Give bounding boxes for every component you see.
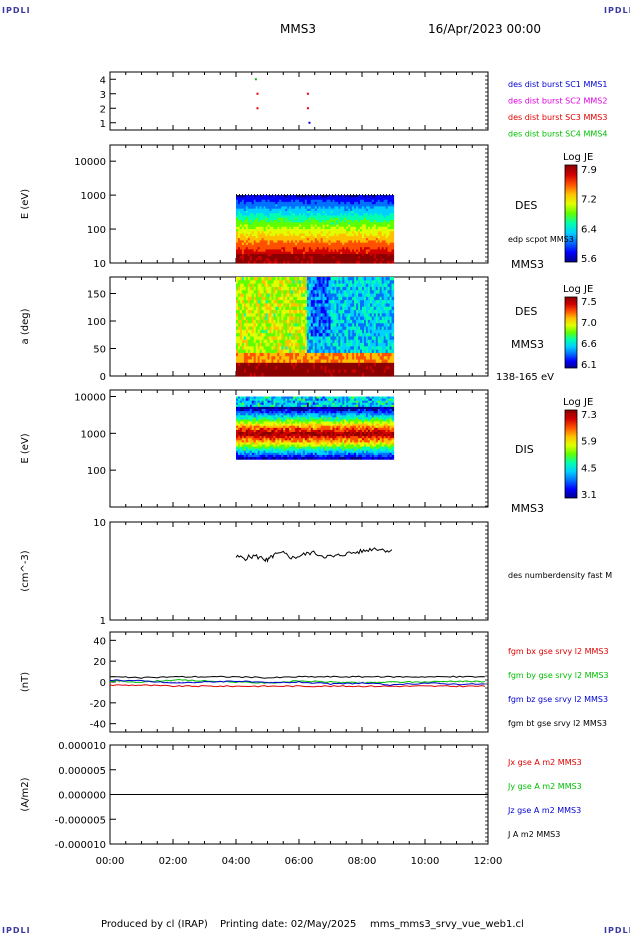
burst-point bbox=[256, 93, 258, 95]
panel-frame-1 bbox=[110, 72, 488, 130]
colorbar-title: Log JE bbox=[563, 152, 593, 163]
burst-tick-label: 4 bbox=[100, 75, 106, 86]
des-energy-tick-label: 10000 bbox=[74, 157, 106, 168]
des-energy-tick-label: 100 bbox=[87, 225, 106, 236]
multi-panel-plot: 4 3 2 1 des dist burst SC1 MMS1 des dist burs… bbox=[0, 0, 630, 900]
burst-point bbox=[307, 93, 309, 95]
burst-tick-label: 1 bbox=[100, 119, 106, 130]
burst-point bbox=[307, 107, 309, 109]
burst-tick-label: 3 bbox=[100, 90, 106, 101]
colorbar-tick-label: 7.9 bbox=[581, 165, 597, 176]
colorbar-tick-label: 6.4 bbox=[581, 224, 597, 235]
burst-point bbox=[308, 122, 310, 124]
burst-point bbox=[256, 107, 258, 109]
des-energy-cell bbox=[392, 261, 395, 264]
pitch-tick-label: 50 bbox=[93, 345, 106, 356]
pitch-tick-label: 0 bbox=[100, 372, 106, 383]
burst-tick-label: 2 bbox=[100, 104, 106, 115]
burst-legend-label: des dist burst SC2 MMS2 bbox=[508, 97, 607, 106]
des-energy-tick-label: 10 bbox=[93, 259, 106, 270]
colorbar-tick-label: 5.6 bbox=[581, 254, 597, 265]
burst-point bbox=[255, 78, 257, 80]
colorbar-tick-label: 7.2 bbox=[581, 195, 597, 206]
burst-legend-label: des dist burst SC3 MMS3 bbox=[508, 113, 607, 122]
des-energy-mms-label: MMS3 bbox=[511, 258, 544, 271]
pitch-ylabel: a (deg) bbox=[20, 308, 31, 344]
pitch-tick-label: 100 bbox=[87, 317, 106, 328]
burst-legend-label: des dist burst SC4 MMS4 bbox=[508, 130, 607, 139]
des-energy-ylabel: E (eV) bbox=[20, 189, 31, 219]
scpot-label: edp scpot MMS3 bbox=[508, 235, 574, 244]
pitch-tick-label: 150 bbox=[87, 290, 106, 301]
des-energy-label: DES bbox=[515, 199, 537, 212]
colorbar-1 bbox=[565, 165, 577, 262]
burst-legend-label: des dist burst SC1 MMS1 bbox=[508, 80, 607, 89]
des-energy-tick-label: 1000 bbox=[81, 191, 106, 202]
